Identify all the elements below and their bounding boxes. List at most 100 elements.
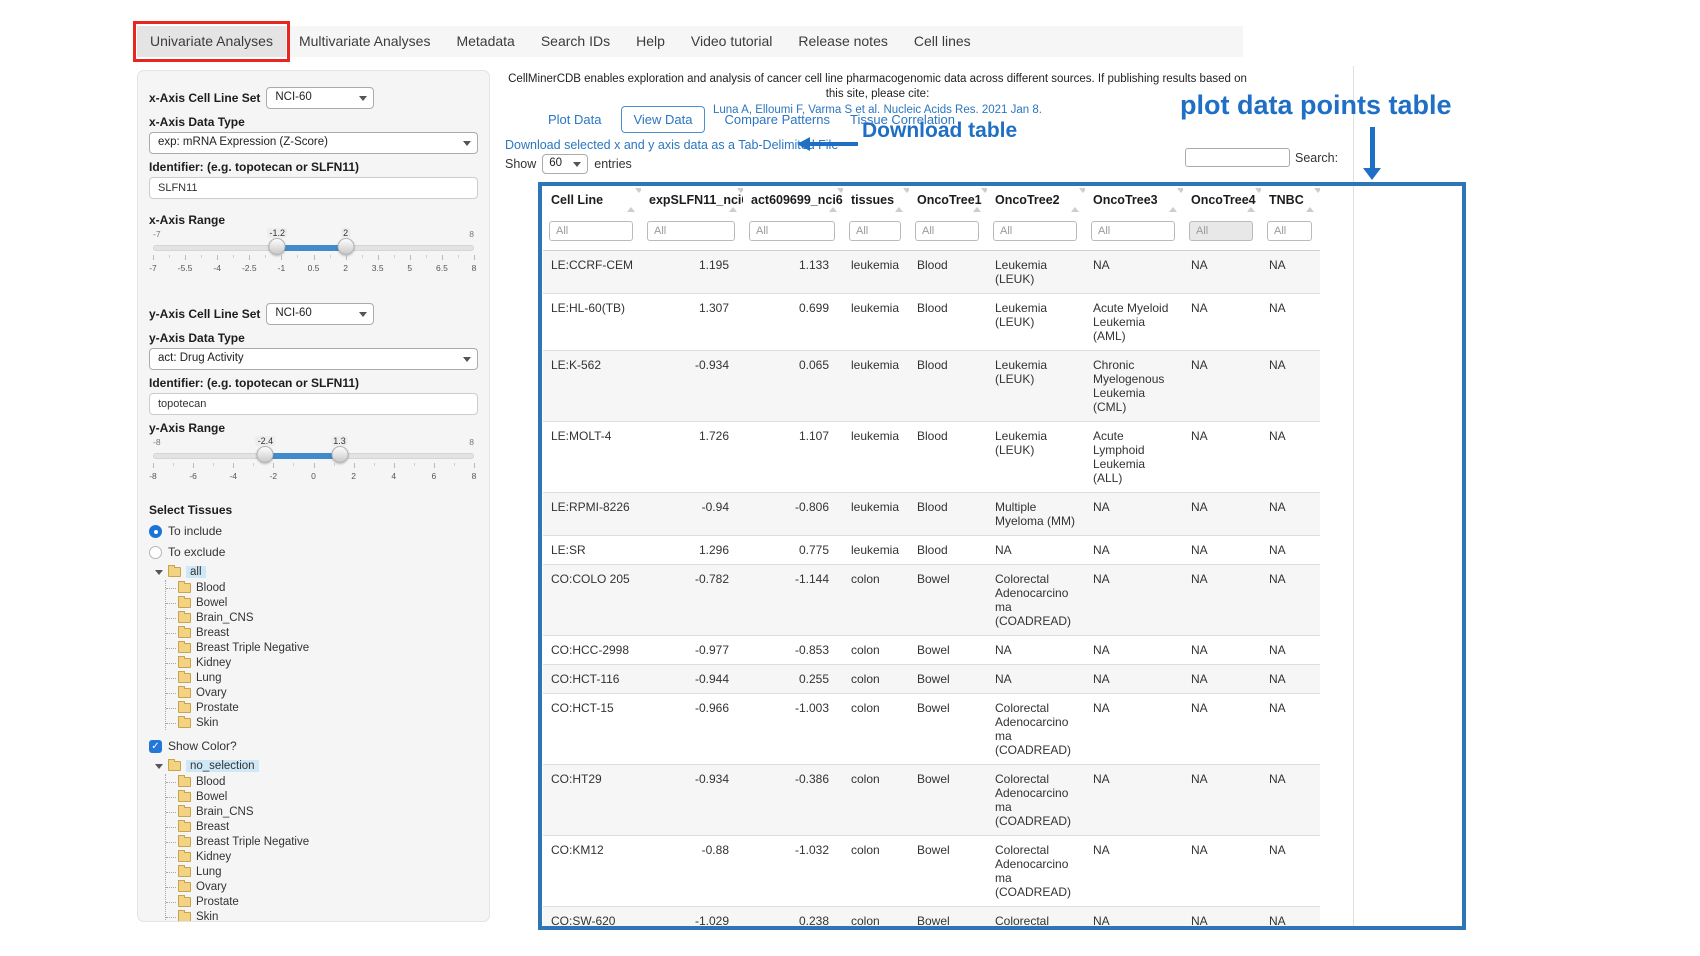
nav-item-release-notes[interactable]: Release notes: [785, 26, 901, 57]
search-input[interactable]: [1185, 148, 1290, 167]
tissues-include-option[interactable]: To include: [149, 524, 478, 538]
y-identifier-input[interactable]: [149, 393, 478, 415]
slider-handle-from[interactable]: [269, 238, 286, 255]
column-header-oncotree3[interactable]: OncoTree3: [1085, 182, 1183, 216]
tree-item-brain-cns[interactable]: Brain_CNS: [166, 804, 478, 819]
column-header-expslfn11-nci60[interactable]: expSLFN11_nci60: [641, 182, 743, 216]
column-header-tissues[interactable]: tissues: [843, 182, 909, 216]
tree-item-bowel[interactable]: Bowel: [166, 595, 478, 610]
column-header-act609699-nci60[interactable]: act609699_nci60: [743, 182, 843, 216]
column-header-oncotree4[interactable]: OncoTree4: [1183, 182, 1261, 216]
column-filter-input-oncotree1[interactable]: [915, 221, 979, 241]
nav-item-search-ids[interactable]: Search IDs: [528, 26, 623, 57]
entries-select[interactable]: 60: [542, 154, 588, 174]
tree-item-brain-cns[interactable]: Brain_CNS: [166, 610, 478, 625]
tree-item-skin[interactable]: Skin: [166, 715, 478, 730]
nav-item-multivariate-analyses[interactable]: Multivariate Analyses: [286, 26, 444, 57]
column-header-oncotree1[interactable]: OncoTree1: [909, 182, 987, 216]
tick-label: 2: [343, 263, 348, 273]
column-filter-input-act609699-nci60[interactable]: [749, 221, 835, 241]
checkbox-checked-icon[interactable]: ✓: [149, 740, 162, 753]
tree-item-bowel[interactable]: Bowel: [166, 789, 478, 804]
tree-item-ovary[interactable]: Ovary: [166, 879, 478, 894]
x-identifier-input[interactable]: [149, 177, 478, 199]
slider-handle-to[interactable]: [331, 446, 348, 463]
table-row: LE:K-562-0.9340.065leukemiaBloodLeukemia…: [543, 351, 1320, 422]
table-cell: NA: [1261, 251, 1320, 294]
table-cell: CO:HCT-116: [543, 665, 641, 694]
tick-mark: [314, 255, 315, 260]
column-filter-input-tnbc[interactable]: [1267, 221, 1312, 241]
table-cell: NA: [1261, 665, 1320, 694]
nav-item-univariate-analyses[interactable]: Univariate Analyses: [137, 26, 286, 57]
tree-item-lung[interactable]: Lung: [166, 864, 478, 879]
nav-item-cell-lines[interactable]: Cell lines: [901, 26, 984, 57]
tree-item-blood[interactable]: Blood: [166, 774, 478, 789]
nav-item-video-tutorial[interactable]: Video tutorial: [678, 26, 785, 57]
slider-selected-bar[interactable]: [277, 245, 345, 251]
tree-item-skin[interactable]: Skin: [166, 909, 478, 922]
column-filter-input-expslfn11-nci60[interactable]: [647, 221, 735, 241]
tree-item-breast-triple-negative[interactable]: Breast Triple Negative: [166, 640, 478, 655]
tree-caret-icon[interactable]: [155, 570, 163, 575]
tree-caret-icon[interactable]: [155, 764, 163, 769]
column-filter-input-oncotree3[interactable]: [1091, 221, 1175, 241]
y-range-slider: -8 8 -2.4 1.3 -8-6-4-202468: [153, 437, 474, 487]
nav-item-help[interactable]: Help: [623, 26, 678, 57]
tick-label: 8: [472, 471, 477, 481]
show-color-option[interactable]: ✓ Show Color?: [149, 739, 478, 753]
tree-item-blood[interactable]: Blood: [166, 580, 478, 595]
column-filter-input-oncotree4[interactable]: [1189, 221, 1253, 241]
show-color-label: Show Color?: [168, 739, 237, 753]
tree-item-kidney[interactable]: Kidney: [166, 655, 478, 670]
y-cell-line-set-select[interactable]: NCI-60: [266, 303, 374, 325]
tree-item-breast[interactable]: Breast: [166, 625, 478, 640]
column-filter-input-cell-line[interactable]: [549, 221, 633, 241]
table-cell: CO:HCT-15: [543, 694, 641, 765]
column-header-tnbc[interactable]: TNBC: [1261, 182, 1320, 216]
tree-root-all[interactable]: all: [155, 564, 478, 580]
table-cell: Colorectal Adenocarcinoma (COADREAD): [987, 836, 1085, 907]
column-header-label: OncoTree1: [917, 193, 982, 207]
tick-mark: [153, 463, 154, 468]
tree-item-breast[interactable]: Breast: [166, 819, 478, 834]
y-data-type-value: act: Drug Activity: [158, 352, 244, 364]
x-cell-line-set-select[interactable]: NCI-60: [266, 87, 374, 109]
radio-unselected-icon[interactable]: [149, 546, 162, 559]
table-row: CO:KM12-0.88-1.032colonBowelColorectal A…: [543, 836, 1320, 907]
y-data-type-select[interactable]: act: Drug Activity: [149, 348, 478, 370]
slider-handle-to[interactable]: [337, 238, 354, 255]
column-filter-input-tissues[interactable]: [849, 221, 901, 241]
slider-handle-from[interactable]: [257, 446, 274, 463]
tree-item-prostate[interactable]: Prostate: [166, 894, 478, 909]
radio-selected-icon[interactable]: [149, 525, 162, 538]
folder-icon: [178, 807, 191, 817]
tree-item-ovary[interactable]: Ovary: [166, 685, 478, 700]
download-tab-delimited-link[interactable]: Download selected x and y axis data as a…: [505, 138, 838, 152]
column-header-oncotree2[interactable]: OncoTree2: [987, 182, 1085, 216]
table-cell: 0.238: [743, 907, 843, 931]
nav-item-metadata[interactable]: Metadata: [443, 26, 527, 57]
slider-selected-bar[interactable]: [265, 453, 339, 459]
tree-root-no-selection[interactable]: no_selection: [155, 758, 478, 774]
tissues-exclude-option[interactable]: To exclude: [149, 545, 478, 559]
column-filter-input-oncotree2[interactable]: [993, 221, 1077, 241]
column-header-cell-line[interactable]: Cell Line: [543, 182, 641, 216]
tree-item-kidney[interactable]: Kidney: [166, 849, 478, 864]
table-cell: Bowel: [909, 907, 987, 931]
table-cell: NA: [1183, 694, 1261, 765]
tick-label: -2: [270, 471, 278, 481]
tree-item-lung[interactable]: Lung: [166, 670, 478, 685]
tab-plot-data[interactable]: Plot Data: [548, 107, 601, 132]
x-data-type-select[interactable]: exp: mRNA Expression (Z-Score): [149, 132, 478, 154]
table-cell: NA: [1183, 907, 1261, 931]
tree-item-breast-triple-negative[interactable]: Breast Triple Negative: [166, 834, 478, 849]
tick-label: -2.5: [242, 263, 257, 273]
tab-view-data[interactable]: View Data: [621, 106, 704, 133]
tree-item-prostate[interactable]: Prostate: [166, 700, 478, 715]
folder-icon: [178, 628, 191, 638]
tab-compare-patterns[interactable]: Compare Patterns: [725, 107, 831, 132]
table-search-control: Search:: [1185, 148, 1338, 167]
sort-up-icon: [1169, 193, 1177, 212]
table-cell: NA: [1261, 565, 1320, 636]
